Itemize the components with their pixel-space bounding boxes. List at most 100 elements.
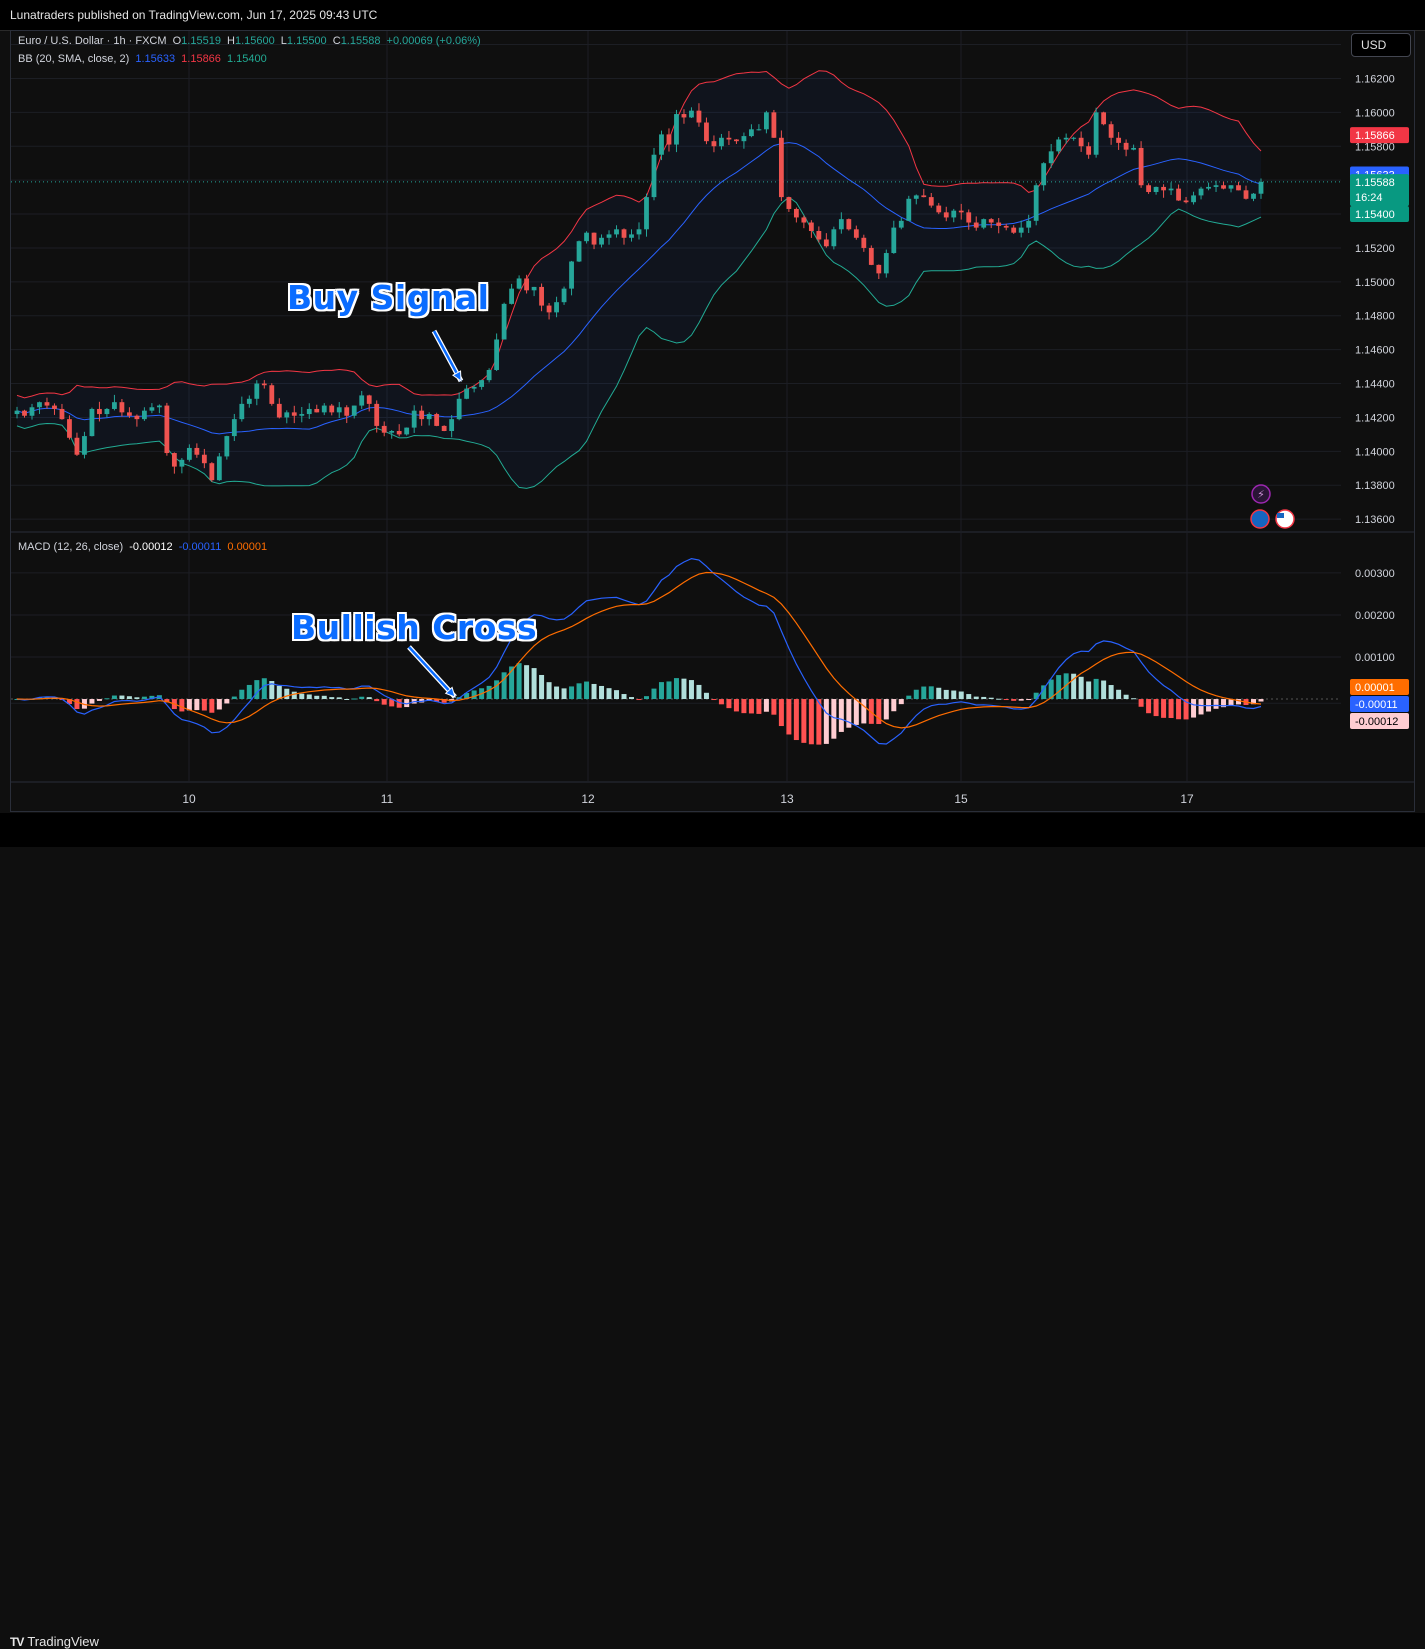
candle-body [29, 407, 35, 416]
candle-body [988, 219, 994, 223]
macd-histogram-bar [66, 699, 72, 704]
macd-histogram-bar [261, 678, 267, 700]
candle-body [67, 419, 72, 438]
y-tick-label: 1.15800 [1355, 141, 1395, 153]
candle-body [1176, 188, 1181, 201]
macd-histogram-bar [1026, 699, 1032, 701]
candle-body [711, 141, 717, 147]
macd-histogram-bar [194, 699, 200, 711]
y-tick-label: 1.16200 [1355, 73, 1395, 85]
macd-histogram-bar [74, 699, 80, 710]
macd-histogram-bar [1056, 675, 1062, 700]
candle-body [823, 239, 829, 247]
macd-histogram-bar [299, 693, 305, 700]
candle-body [299, 414, 305, 416]
chart-canvas[interactable]: 1011121315171.164001.162001.160001.15800… [11, 31, 1414, 811]
tradingview-logo: TV TradingView [10, 1634, 99, 1649]
y-tick-label: 1.14000 [1355, 446, 1395, 458]
macd-histogram-bar [314, 695, 320, 700]
macd-histogram-bar [539, 674, 545, 700]
lightning-icon [1251, 484, 1271, 504]
candle-body [599, 237, 604, 245]
macd-histogram-bar [1018, 699, 1024, 701]
candle-body [778, 137, 784, 198]
macd-histogram-bar [554, 686, 560, 700]
macd-histogram-bar [1153, 699, 1159, 717]
candle-body [149, 407, 155, 411]
macd-histogram-bar [1251, 699, 1257, 705]
macd-histogram-bar [606, 688, 612, 700]
macd-histogram-bar [254, 680, 260, 700]
candle-body [291, 412, 297, 416]
candle-body [816, 231, 822, 240]
candle-body [141, 410, 147, 420]
candle-body [456, 398, 462, 420]
candle-body [411, 410, 417, 428]
macd-histogram-bar [988, 697, 994, 700]
macd-histogram-bar [891, 699, 897, 712]
macd-histogram-bar [509, 666, 515, 700]
macd-histogram-bar [688, 680, 694, 700]
macd-histogram-bar [1138, 699, 1144, 707]
macd-histogram-bar [951, 690, 957, 700]
bb-band-fill [17, 70, 1261, 489]
macd-histogram-bar [996, 698, 1002, 700]
high-label: H [227, 35, 235, 47]
candle-body [1108, 124, 1114, 138]
macd-histogram-bar [921, 686, 927, 700]
candle-body [329, 405, 335, 413]
bullish-cross-arrow [408, 646, 456, 698]
x-tick-label: 12 [581, 792, 595, 806]
candle-body [1101, 112, 1107, 125]
macd-histogram-bar [141, 696, 147, 700]
macd-histogram-bar [1033, 692, 1039, 700]
chart-frame[interactable]: 1011121315171.164001.162001.160001.15800… [10, 30, 1415, 812]
macd-line-value: -0.00011 [178, 541, 222, 553]
candle-body [306, 408, 312, 415]
candle-body [1071, 137, 1077, 139]
macd-histogram-bar [1063, 673, 1069, 700]
macd-histogram-bar [1191, 699, 1197, 718]
candle-body [846, 219, 852, 230]
macd-histogram-bar [441, 699, 447, 703]
macd-histogram-bar [703, 692, 709, 700]
macd-histogram-bar [494, 680, 500, 700]
upper-price-label: 1.15866 [1355, 130, 1395, 142]
candle-body [44, 402, 50, 406]
candle-body [1056, 139, 1062, 152]
candle-body [853, 229, 859, 238]
y-tick-label: 1.14800 [1355, 311, 1395, 323]
bb-legend: BB (20, SMA, close, 2) 1.15633 1.15866 1… [18, 53, 270, 65]
candle-body [696, 110, 702, 123]
macd-histogram-bar [1213, 699, 1219, 709]
macd-histogram-bar [696, 684, 702, 700]
macd-histogram-bar [134, 697, 140, 700]
open-label: O [172, 35, 182, 47]
candle-body [314, 408, 320, 413]
bullish-cross-arrow-head [444, 686, 456, 698]
candle-body [164, 405, 170, 454]
candle-body [1251, 193, 1256, 199]
candle-body [404, 427, 410, 435]
macd-histogram-bar [1108, 685, 1114, 700]
macd-histogram-bar [591, 683, 597, 700]
candle-body [838, 219, 844, 230]
macd-histogram-bar [126, 696, 132, 700]
macd-histogram-bar [164, 699, 170, 703]
macd-histogram-bar [404, 699, 410, 708]
candle-body [584, 232, 589, 242]
high-value: 1.15600 [234, 35, 275, 47]
last-price-label-bg [1350, 174, 1409, 207]
candle-body [396, 431, 402, 435]
countdown-label: 16:24 [1355, 192, 1383, 204]
candle-body [231, 419, 237, 437]
macd-histogram-bar [104, 698, 110, 700]
buy-signal-annotation: Buy Signal [287, 278, 490, 317]
candle-body [186, 447, 192, 460]
candle-body [771, 112, 777, 138]
candle-body [419, 410, 425, 420]
candle-body [389, 431, 395, 433]
macd-histogram-bar [1041, 685, 1047, 700]
candle-body [1206, 186, 1211, 189]
currency-button[interactable]: USD [1351, 33, 1411, 57]
